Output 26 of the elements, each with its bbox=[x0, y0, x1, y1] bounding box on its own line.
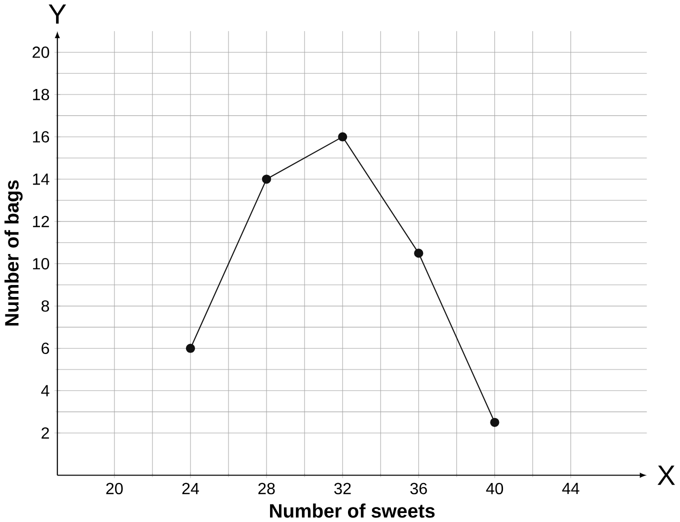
point bbox=[338, 132, 348, 142]
point bbox=[414, 248, 424, 258]
x-axis-title: Number of sweets bbox=[270, 503, 435, 518]
x-tick-label: 36 bbox=[410, 482, 427, 494]
y-tick-label: 20 bbox=[32, 46, 50, 58]
y-tick-label: 6 bbox=[42, 342, 50, 354]
y-tick-label: 14 bbox=[33, 174, 50, 185]
y-tick-label: 2 bbox=[42, 427, 49, 438]
y-tick-label: 8 bbox=[41, 300, 50, 312]
x-tick-label: 32 bbox=[334, 482, 351, 494]
text: Y bbox=[48, 4, 66, 24]
x-tick-label: 20 bbox=[106, 482, 123, 494]
y-tick-label: 16 bbox=[33, 131, 50, 142]
text: X bbox=[658, 466, 675, 485]
x-tick-label: 44 bbox=[562, 482, 580, 494]
x-tick-label: 24 bbox=[182, 482, 199, 494]
point bbox=[186, 344, 196, 353]
y-tick-label: 10 bbox=[33, 258, 50, 270]
x-tick-label: 28 bbox=[258, 482, 275, 494]
x-tick-label: 40 bbox=[486, 482, 504, 494]
point bbox=[490, 418, 500, 427]
y-tick-label: 18 bbox=[33, 88, 50, 100]
point bbox=[262, 174, 272, 184]
y-tick-label: 12 bbox=[33, 216, 49, 227]
y-tick-label: 4 bbox=[41, 385, 50, 396]
y-axis-title: Number of bags bbox=[4, 180, 23, 326]
